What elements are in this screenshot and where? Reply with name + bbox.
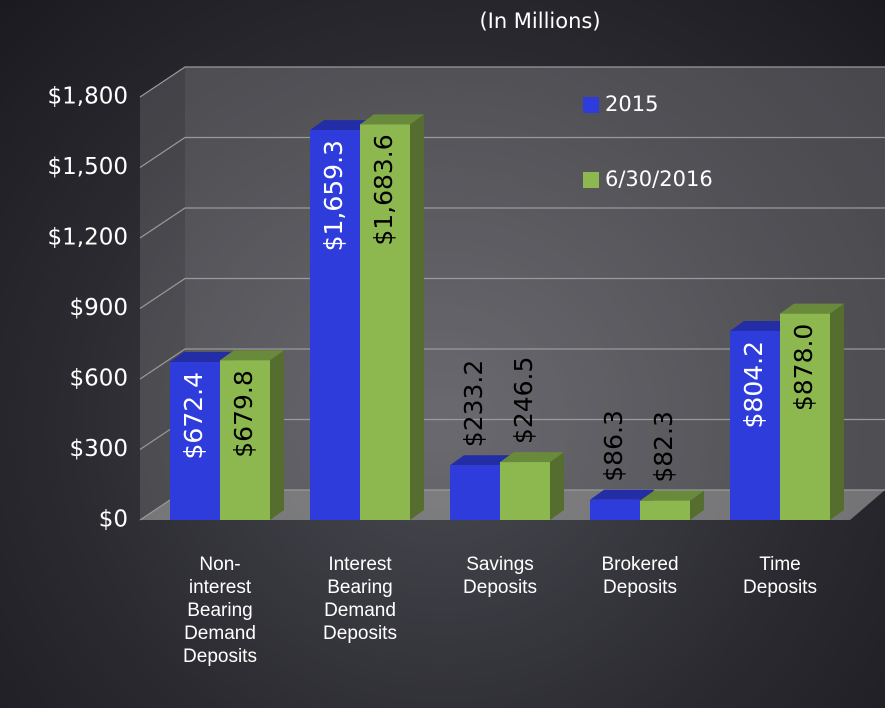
- bar-face: [780, 313, 830, 520]
- chart-title: (In Millions): [479, 9, 600, 33]
- bar-face: [590, 499, 640, 520]
- bar-face: [550, 452, 564, 520]
- legend-swatch: [583, 172, 599, 188]
- bar: [500, 452, 564, 520]
- y-tick-label: $1,200: [48, 225, 128, 251]
- legend-swatch: [583, 97, 599, 113]
- bar: [220, 350, 284, 520]
- value-label: $1,683.6: [369, 134, 398, 245]
- bar-face: [450, 455, 514, 466]
- bar-face: [500, 452, 564, 463]
- value-label: $82.3: [649, 411, 678, 483]
- bar-face: [590, 489, 654, 500]
- grid-line: [139, 348, 885, 380]
- bar-face: [500, 462, 550, 520]
- grid-line: [139, 66, 885, 98]
- y-tick-label: $900: [69, 295, 128, 321]
- x-tick-label: Savings Deposits: [463, 554, 537, 598]
- y-tick-label: $1,500: [48, 154, 128, 180]
- grid-line: [139, 277, 885, 309]
- legend-label: 2015: [605, 92, 658, 116]
- bar-face: [690, 490, 704, 520]
- grid-line: [139, 207, 885, 239]
- bar: [640, 490, 704, 520]
- value-label: $672.4: [179, 372, 208, 459]
- bar-face: [410, 114, 424, 520]
- value-label: $246.5: [509, 357, 538, 444]
- y-tick-label: $300: [69, 436, 128, 462]
- x-tick-label: Non-interest Bearing Demand Deposits: [183, 554, 257, 667]
- value-label: $679.8: [229, 370, 258, 457]
- bar-face: [730, 321, 794, 332]
- value-label: $1,659.3: [319, 140, 348, 251]
- bar: [780, 303, 844, 520]
- y-tick-label: $0: [99, 507, 128, 533]
- value-label: $86.3: [599, 410, 628, 482]
- bar-face: [220, 360, 270, 520]
- grid-line: [139, 136, 885, 168]
- x-tick-label: Brokered Deposits: [601, 554, 679, 598]
- bar-face: [640, 490, 704, 501]
- legend-label: 6/30/2016: [605, 167, 713, 191]
- x-tick-label: Interest Bearing Demand Deposits: [323, 554, 397, 644]
- bar-face: [730, 331, 780, 520]
- bar-face: [310, 120, 374, 131]
- value-label: $233.2: [459, 360, 488, 447]
- bar-face: [360, 124, 410, 520]
- bar-face: [170, 351, 234, 362]
- bar-face: [270, 350, 284, 520]
- bar-face: [310, 130, 360, 520]
- bar-face: [640, 500, 690, 520]
- bar-face: [360, 114, 424, 125]
- bar-face: [170, 361, 220, 520]
- value-label: $878.0: [789, 324, 818, 411]
- bar-face: [780, 303, 844, 314]
- value-label: $804.2: [739, 341, 768, 428]
- x-tick-label: Time Deposits: [743, 554, 817, 598]
- y-tick-label: $1,800: [48, 84, 128, 110]
- bar-face: [450, 465, 500, 520]
- y-tick-label: $600: [69, 366, 128, 392]
- bar-face: [830, 303, 844, 520]
- bar: [360, 114, 424, 520]
- bar-face: [220, 350, 284, 361]
